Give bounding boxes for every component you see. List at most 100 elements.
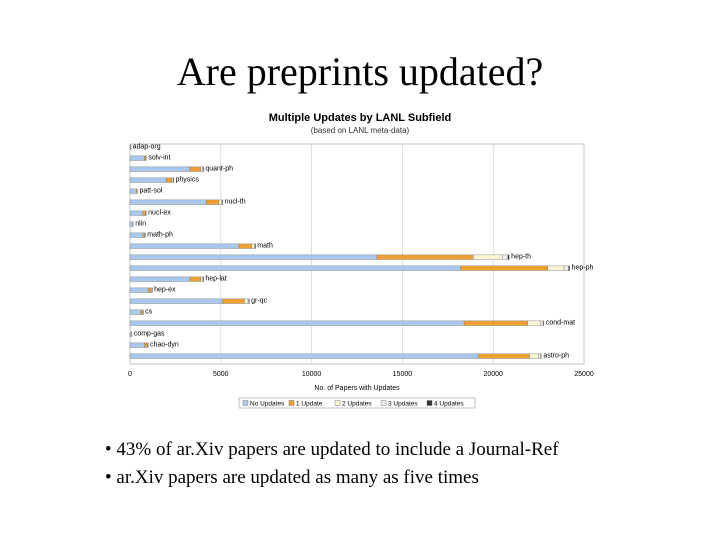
chart-title: Multiple Updates by LANL Subfield: [268, 112, 452, 124]
bar-segment: [218, 199, 222, 205]
bar-segment: [540, 353, 542, 359]
bar-segment: [144, 232, 146, 238]
bar-segment: [202, 276, 204, 282]
x-tick-label: 15000: [393, 371, 413, 378]
bar-segment: [563, 265, 569, 271]
bar-segment: [244, 298, 249, 304]
bar-segment: [129, 166, 191, 172]
bar-segment: [129, 254, 378, 260]
bullet-item: • ar.Xiv papers are updated as many as f…: [105, 467, 479, 488]
bar-segment: [189, 166, 202, 172]
category-label: astro-ph: [543, 353, 569, 360]
bar-segment: [200, 276, 203, 282]
bar-segment: [129, 320, 465, 326]
category-label: chao-dyn: [150, 342, 179, 349]
bar-segment: [147, 287, 152, 293]
legend-label: 3 Updates: [388, 401, 418, 408]
bar-segment: [547, 265, 565, 271]
bar-segment: [189, 276, 202, 282]
bullet-item: • 43% of ar.Xiv papers are updated to in…: [105, 439, 559, 460]
bar-segment: [173, 177, 175, 183]
legend-label: 4 Updates: [434, 401, 464, 408]
bar-segment: [145, 210, 147, 216]
category-label: gr-qc: [251, 298, 267, 305]
bar-segment: [166, 177, 172, 183]
category-label: nlin: [135, 221, 146, 228]
category-label: cs: [145, 309, 153, 316]
bar-segment: [131, 331, 133, 337]
bar-segment: [144, 342, 148, 348]
legend-swatch: [334, 400, 341, 406]
bar-segment: [129, 265, 461, 271]
bar-segment: [527, 320, 541, 326]
bar-segment: [142, 232, 145, 238]
category-label: physics: [175, 177, 199, 184]
bar-segment: [129, 221, 133, 227]
bar-segment: [222, 298, 245, 304]
bar-segment: [130, 144, 132, 150]
bar-segment: [129, 309, 142, 315]
bar-segment: [568, 265, 570, 271]
bullet-list: • 43% of ar.Xiv papers are updated to in…: [105, 436, 705, 492]
bar-segment: [507, 254, 510, 260]
category-label: hep-ex: [154, 287, 176, 294]
x-tick-label: 25000: [574, 371, 594, 378]
bar-segment: [248, 298, 250, 304]
bar-segment: [478, 353, 530, 359]
bar-segment: [473, 254, 503, 260]
legend-label: No Updates: [250, 401, 285, 408]
legend-swatch: [426, 400, 433, 406]
x-tick-label: 10000: [302, 371, 322, 378]
bar-segment: [129, 342, 145, 348]
legend-swatch: [288, 400, 295, 406]
bar-segment: [206, 199, 220, 205]
bar-segment: [142, 210, 146, 216]
bullet-text: 43% of ar.Xiv papers are updated to incl…: [116, 439, 559, 460]
legend-label: 2 Updates: [342, 401, 372, 408]
bar-segment: [200, 166, 203, 172]
bar-segment: [502, 254, 508, 260]
category-label: adap-org: [133, 144, 161, 151]
bullet-text: ar.Xiv papers are updated as many as fiv…: [116, 467, 479, 488]
x-tick-label: 20000: [483, 371, 503, 378]
bar-segment: [147, 342, 149, 348]
category-label: quant-ph: [205, 166, 233, 173]
category-label: nucl-th: [225, 199, 246, 206]
bar-segment: [129, 188, 137, 194]
legend-box: [238, 397, 476, 409]
bar-segment: [129, 331, 132, 337]
bar-segment: [129, 210, 143, 216]
category-label: math-ph: [147, 232, 173, 239]
bar-segment: [538, 353, 541, 359]
category-label: hep-lat: [205, 276, 226, 283]
bar-segment: [202, 166, 204, 172]
legend-label: 1 Update: [296, 401, 323, 408]
bar-segment: [129, 298, 223, 304]
bar-segment: [129, 232, 143, 238]
bar-segment: [142, 309, 144, 315]
bar-segment: [129, 155, 145, 161]
category-label: hep-ph: [572, 265, 594, 272]
bar-segment: [129, 353, 479, 359]
category-label: patt-sol: [139, 188, 162, 195]
chart-subtitle: (based on LANL meta-data): [310, 126, 410, 135]
legend-swatch: [380, 400, 387, 406]
category-label: math: [257, 243, 273, 250]
category-label: nucl-ex: [148, 210, 171, 217]
bar-segment: [529, 353, 539, 359]
bar-segment: [540, 320, 544, 326]
category-label: solv-int: [148, 155, 170, 162]
bar-segment: [254, 243, 256, 249]
bar-segment: [145, 155, 147, 161]
chart: Multiple Updates by LANL Subfield (based…: [100, 108, 620, 423]
bar-segment: [129, 276, 191, 282]
bar-segment: [144, 155, 147, 161]
bar-segment: [222, 199, 224, 205]
x-tick-label: 5000: [213, 371, 229, 378]
bar-segment: [129, 287, 149, 293]
bar-segment: [129, 243, 240, 249]
bar-segment: [238, 243, 252, 249]
bar-segment: [542, 320, 545, 326]
chart-plot: 0 5000 10000 15000 20000 25000 No. of Papers w…: [128, 144, 594, 409]
x-axis-label: No. of Papers with Updates: [314, 385, 400, 392]
